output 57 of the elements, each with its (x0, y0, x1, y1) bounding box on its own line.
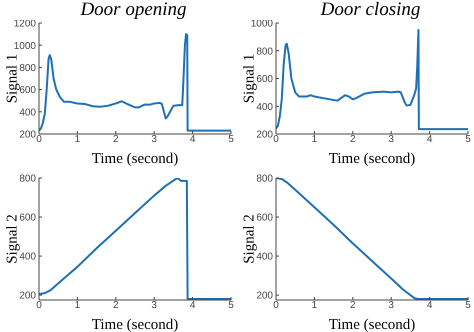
x-tick-label: 4 (190, 300, 196, 312)
y-tick-label: 200 (256, 290, 274, 302)
x-tick-label: 2 (350, 134, 356, 146)
x-tick-label: 0 (273, 134, 280, 146)
y-tick-label: 600 (256, 212, 274, 224)
x-tick-label: 1 (312, 134, 318, 146)
chart-title: Door closing (320, 0, 422, 20)
x-axis-title: Time (second) (92, 317, 178, 332)
x-tick-label: 2 (113, 300, 120, 312)
x-tick-label: 0 (273, 300, 280, 312)
y-tick-label: 400 (19, 252, 36, 263)
x-axis-title: Time (second) (328, 317, 416, 332)
x-tick-label: 1 (74, 134, 81, 146)
x-axis-title: Time (second) (92, 151, 178, 167)
chart-title: Door opening (79, 0, 188, 20)
line-series (276, 178, 468, 300)
x-tick-label: 3 (388, 300, 394, 312)
x-tick-label: 4 (190, 134, 196, 146)
x-tick-label: 1 (312, 300, 318, 312)
x-tick-label: 3 (151, 134, 158, 146)
y-tick-label: 400 (19, 107, 36, 118)
y-tick-label: 600 (19, 212, 36, 224)
x-tick-label: 4 (426, 300, 433, 312)
y-tick-label: 1000 (14, 40, 36, 52)
line-series (276, 28, 468, 130)
x-tick-label: 2 (350, 300, 356, 312)
x-tick-label: 5 (465, 134, 472, 146)
y-tick-label: 200 (256, 130, 274, 141)
x-tick-label: 4 (426, 134, 433, 146)
y-tick-label: 400 (256, 102, 274, 113)
y-axis-title: Signal 1 (241, 54, 258, 104)
x-tick-label: 3 (388, 134, 394, 146)
y-tick-label: 600 (256, 74, 274, 86)
y-axis-title: Signal 1 (4, 54, 20, 104)
x-tick-label: 5 (465, 300, 472, 312)
y-tick-label: 1200 (14, 18, 36, 30)
x-tick-label: 1 (74, 300, 81, 312)
y-axis-title: Signal 2 (241, 214, 258, 264)
line-series (39, 33, 231, 132)
x-axis-title: Time (second) (328, 151, 416, 167)
x-tick-label: 0 (36, 300, 42, 312)
y-tick-label: 800 (19, 62, 36, 74)
y-tick-label: 200 (19, 130, 36, 141)
x-tick-label: 5 (228, 300, 234, 312)
y-tick-label: 1000 (250, 18, 274, 30)
y-tick-label: 600 (19, 85, 36, 96)
x-tick-label: 0 (36, 134, 42, 146)
y-tick-label: 200 (19, 290, 36, 302)
line-series (39, 178, 231, 300)
y-axis-title: Signal 2 (4, 214, 20, 264)
x-tick-label: 3 (151, 300, 158, 312)
x-tick-label: 5 (228, 134, 234, 146)
x-tick-label: 2 (113, 134, 120, 146)
y-tick-label: 800 (19, 174, 36, 185)
y-tick-label: 800 (256, 174, 274, 185)
y-tick-label: 400 (256, 252, 274, 263)
y-tick-label: 800 (256, 46, 274, 58)
